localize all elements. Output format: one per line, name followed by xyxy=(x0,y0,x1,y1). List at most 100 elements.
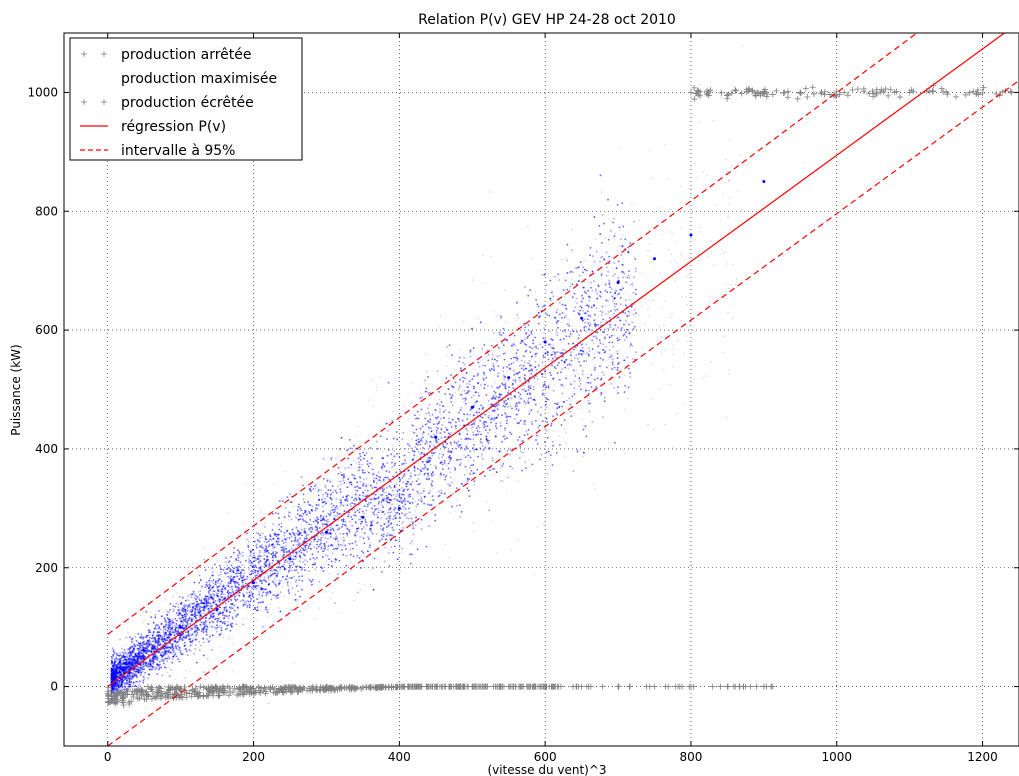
scatter-point xyxy=(110,680,113,683)
scatter-point xyxy=(245,602,248,605)
scatter-point xyxy=(165,666,168,669)
scatter-point xyxy=(274,550,277,553)
scatter-point xyxy=(529,385,532,387)
scatter-point xyxy=(110,670,113,672)
scatter-point xyxy=(193,626,196,629)
scatter-point xyxy=(429,440,431,443)
scatter-point xyxy=(265,551,268,553)
scatter-point xyxy=(117,668,119,671)
scatter-point xyxy=(206,599,208,602)
scatter-point xyxy=(124,685,127,688)
scatter-point xyxy=(190,634,192,636)
scatter-point xyxy=(435,432,438,435)
scatter-point xyxy=(481,444,484,447)
scatter-point xyxy=(176,642,178,644)
scatter-point xyxy=(146,649,149,652)
scatter-point xyxy=(373,497,375,499)
scatter-point xyxy=(579,382,582,385)
scatter-point xyxy=(523,388,526,391)
scatter-point xyxy=(408,501,410,503)
scatter-point xyxy=(196,638,198,641)
scatter-point xyxy=(344,520,347,523)
scatter-point xyxy=(336,515,339,517)
scatter-point xyxy=(581,309,584,312)
scatter-point xyxy=(375,497,378,500)
scatter-point xyxy=(217,574,220,577)
scatter-point xyxy=(174,625,177,628)
scatter-point xyxy=(617,276,620,279)
scatter-point xyxy=(192,617,195,620)
scatter-point xyxy=(572,342,574,345)
scatter-point xyxy=(535,352,538,355)
scatter-point xyxy=(463,448,466,451)
scatter-point xyxy=(132,683,135,685)
scatter-point xyxy=(111,680,114,683)
scatter-point xyxy=(110,676,113,679)
scatter-point xyxy=(248,549,251,552)
scatter-point xyxy=(413,450,416,453)
scatter-point xyxy=(227,585,230,587)
scatter-point xyxy=(232,590,235,593)
scatter-point xyxy=(565,399,568,402)
scatter-point xyxy=(111,678,114,681)
scatter-point xyxy=(383,465,385,467)
scatter-point xyxy=(195,633,198,636)
scatter-point xyxy=(302,520,305,522)
scatter-point xyxy=(334,508,337,511)
scatter-point xyxy=(141,637,144,640)
scatter-point xyxy=(185,613,188,616)
scatter-point xyxy=(498,347,500,350)
scatter-point xyxy=(212,599,215,602)
scatter-point xyxy=(409,511,411,514)
scatter-point xyxy=(466,383,468,385)
scatter-point xyxy=(384,498,387,501)
scatter-point xyxy=(575,354,578,357)
scatter-point xyxy=(199,590,202,593)
scatter-point xyxy=(335,537,337,540)
scatter-point xyxy=(582,266,585,269)
scatter-point xyxy=(126,657,129,659)
scatter-point xyxy=(577,311,580,314)
scatter-point xyxy=(474,420,476,422)
scatter-point xyxy=(296,551,298,554)
scatter-point xyxy=(113,670,116,673)
scatter-point xyxy=(230,598,232,601)
scatter-point xyxy=(137,656,140,659)
scatter-point xyxy=(259,560,262,562)
scatter-point xyxy=(137,641,140,644)
scatter-point xyxy=(215,627,217,630)
scatter-point xyxy=(255,532,258,534)
scatter-point xyxy=(587,389,590,392)
scatter-point xyxy=(169,646,172,649)
scatter-point xyxy=(375,533,378,535)
scatter-point xyxy=(542,389,544,392)
scatter-point xyxy=(451,481,453,484)
scatter-point xyxy=(366,505,369,508)
scatter-point xyxy=(457,417,459,420)
scatter-point xyxy=(370,530,373,533)
scatter-point xyxy=(620,254,623,257)
scatter-point xyxy=(584,330,587,333)
scatter-point xyxy=(297,590,300,592)
scatter-point xyxy=(557,402,560,404)
scatter-point xyxy=(318,580,321,583)
scatter-point xyxy=(283,554,285,557)
scatter-point xyxy=(449,476,452,479)
scatter-point xyxy=(120,677,123,680)
scatter-point xyxy=(556,332,558,334)
scatter-point xyxy=(159,636,161,639)
scatter-point xyxy=(156,631,159,633)
scatter-point xyxy=(400,493,403,496)
scatter-point xyxy=(314,568,317,571)
scatter-point xyxy=(153,656,155,659)
scatter-point xyxy=(457,388,460,391)
scatter-point xyxy=(219,578,221,580)
scatter-point xyxy=(195,604,197,607)
scatter-point xyxy=(552,350,555,353)
scatter-point xyxy=(299,610,301,613)
scatter-point xyxy=(212,616,214,619)
scatter-point xyxy=(237,587,240,590)
scatter-point xyxy=(119,672,122,675)
scatter-point xyxy=(583,318,586,320)
scatter-point xyxy=(504,382,507,384)
